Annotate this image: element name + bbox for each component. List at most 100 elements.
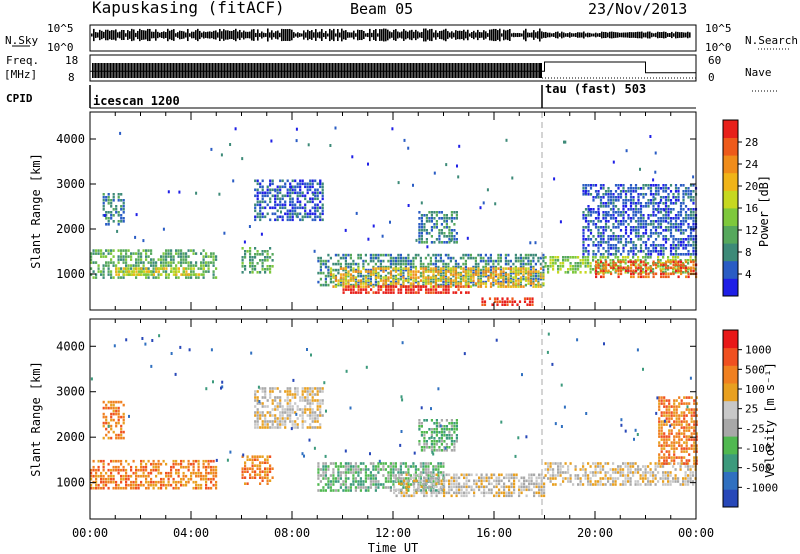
data-cell	[407, 253, 410, 257]
data-cell	[155, 276, 158, 279]
data-cell	[559, 268, 562, 271]
data-cell	[602, 275, 605, 279]
data-cell	[357, 486, 360, 489]
data-cell	[552, 265, 555, 268]
data-cell	[150, 258, 153, 261]
data-cell	[197, 486, 200, 490]
data-cell	[494, 265, 497, 269]
data-cell	[542, 268, 545, 272]
data-cell	[362, 277, 365, 281]
data-cell	[534, 274, 537, 278]
data-cell	[400, 491, 403, 495]
data-cell	[364, 477, 367, 480]
data-cell	[321, 209, 324, 213]
data-cell	[364, 268, 367, 272]
data-cell	[639, 205, 643, 208]
noise-sample	[399, 32, 401, 38]
data-cell	[503, 485, 506, 489]
data-cell	[197, 471, 200, 475]
data-cell	[254, 464, 257, 467]
data-cell	[294, 188, 297, 192]
data-cell	[629, 220, 633, 223]
data-cell	[604, 268, 607, 271]
data-cell	[160, 462, 163, 466]
data-cell	[112, 220, 115, 223]
data-cell	[511, 303, 514, 306]
data-cell	[569, 462, 572, 465]
data-cell	[549, 477, 552, 480]
noise-sample	[91, 33, 93, 37]
data-cell	[344, 253, 347, 257]
data-cell	[140, 255, 143, 258]
data-cell	[513, 476, 516, 480]
data-cell	[612, 247, 615, 250]
data-cell	[90, 471, 93, 475]
data-cell	[205, 465, 208, 469]
data-cell	[384, 276, 388, 279]
data-cell	[402, 259, 405, 263]
data-cell	[404, 471, 407, 474]
data-cell	[501, 300, 504, 303]
data-cell	[334, 285, 338, 288]
data-cell	[420, 485, 423, 489]
data-cell	[463, 476, 466, 480]
data-cell	[359, 253, 362, 257]
data-cell	[112, 264, 115, 267]
data-cell	[269, 183, 272, 187]
noise-sample	[271, 30, 273, 40]
data-cell	[284, 182, 287, 186]
data-cell	[135, 252, 138, 255]
data-cell	[369, 256, 372, 260]
data-cell	[120, 208, 123, 211]
data-cell	[392, 468, 395, 471]
data-cell	[632, 263, 635, 267]
data-cell	[172, 273, 175, 276]
data-cell	[679, 253, 683, 256]
data-cell	[197, 273, 200, 276]
noise-sample	[655, 32, 657, 38]
data-cell	[612, 265, 615, 268]
data-cell	[334, 277, 337, 281]
data-cell	[530, 473, 533, 477]
noise-sample	[197, 28, 199, 42]
data-cell	[419, 274, 422, 278]
data-cell	[607, 471, 610, 474]
data-cell	[524, 270, 528, 273]
noise-sample	[663, 31, 665, 39]
data-cell	[654, 244, 658, 247]
data-cell	[192, 486, 195, 490]
noise-sample	[439, 31, 441, 39]
data-cell	[155, 261, 158, 264]
data-cell	[513, 485, 516, 489]
data-cell	[527, 276, 530, 279]
data-cell	[594, 462, 597, 465]
noise-sample	[607, 32, 609, 38]
data-cell	[359, 285, 363, 288]
data-cell	[508, 479, 511, 483]
data-cell	[97, 465, 100, 469]
data-cell	[389, 262, 392, 266]
data-cell	[362, 462, 365, 465]
data-cell	[439, 268, 442, 272]
data-cell	[447, 270, 450, 273]
data-cell	[479, 274, 482, 278]
data-cell	[135, 474, 138, 478]
data-cell	[135, 486, 138, 490]
data-cell	[490, 482, 493, 486]
data-cell	[504, 274, 507, 278]
data-cell	[479, 256, 482, 260]
data-cell	[205, 468, 208, 472]
data-cell	[419, 271, 422, 275]
noise-sample	[581, 32, 583, 38]
data-cell	[582, 193, 585, 196]
data-cell	[269, 188, 272, 192]
noise-sample	[611, 31, 613, 39]
data-cell	[494, 273, 498, 276]
data-cell	[205, 459, 208, 463]
noise-sample	[643, 32, 645, 38]
data-cell	[692, 226, 695, 229]
data-cell	[132, 486, 135, 490]
data-cell	[662, 250, 665, 253]
data-cell	[679, 223, 683, 226]
data-cell	[664, 220, 668, 223]
